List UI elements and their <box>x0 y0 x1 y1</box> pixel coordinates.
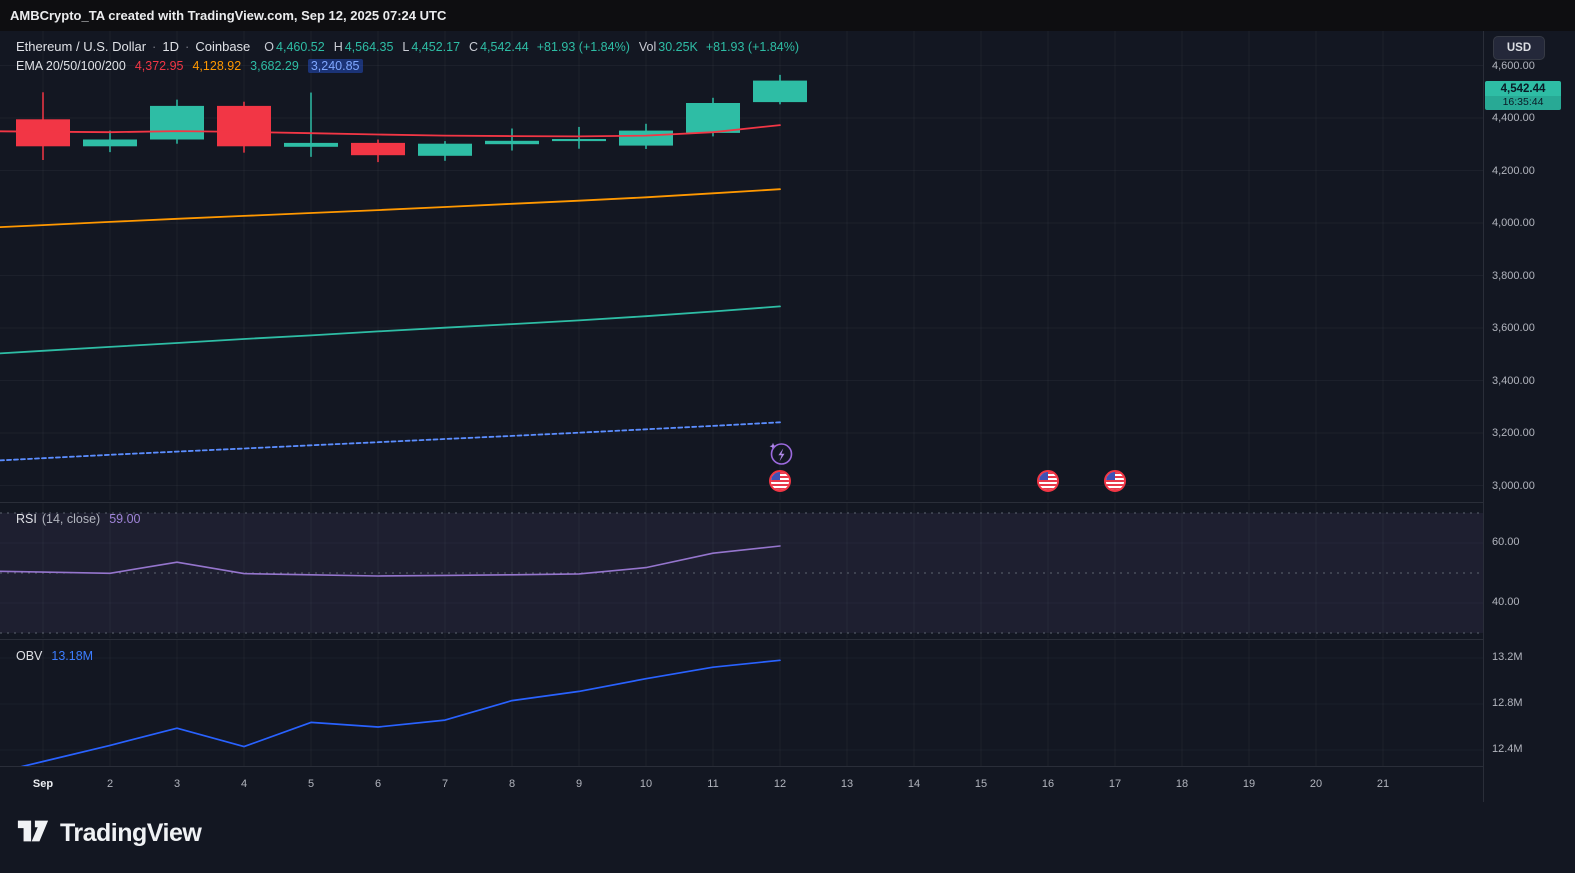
ema-row: EMA 20/50/100/200 4,372.95 4,128.92 3,68… <box>16 56 799 75</box>
time-axis-label: 5 <box>307 778 315 790</box>
time-axis-label: 7 <box>441 778 449 790</box>
us-flag-canton <box>771 472 780 480</box>
symbol-title[interactable]: Ethereum / U.S. Dollar <box>16 39 147 54</box>
separator-dot: · <box>185 39 190 54</box>
obv-pane[interactable]: OBV 13.18M <box>0 639 1483 766</box>
currency-toggle-button[interactable]: USD <box>1493 36 1545 60</box>
price-chart-canvas[interactable] <box>0 31 1483 500</box>
price-change: +81.93 (+1.84%) <box>536 39 630 54</box>
tradingview-logo-icon <box>16 816 50 851</box>
exchange-label[interactable]: Coinbase <box>195 39 251 54</box>
axis-label: 4,400.00 <box>1492 112 1535 124</box>
ema50-value: 4,128.92 <box>192 58 242 73</box>
time-axis-label: 20 <box>1309 778 1323 790</box>
time-axis-label: 11 <box>707 778 719 790</box>
axis-label: 3,400.00 <box>1492 374 1535 387</box>
axis-label: 13.2M <box>1492 651 1523 663</box>
separator-dot: · <box>152 39 157 54</box>
tradingview-logo-text: TradingView <box>60 819 202 847</box>
time-axis[interactable]: Sep 2 3 4 5 6 7 8 9 10 11 12 13 14 15 16 17 18 19 20 21 <box>0 766 1483 802</box>
axis-label: 3,000.00 <box>1492 479 1535 492</box>
us-economic-event-icon[interactable] <box>1037 470 1059 492</box>
time-axis-label: 10 <box>639 778 653 790</box>
time-axis-label: 12 <box>773 778 787 790</box>
time-axis-label: Sep <box>32 778 54 790</box>
rsi-pane[interactable]: RSI (14, close) 59.00 <box>0 502 1483 638</box>
volume-value: 30.25K <box>658 39 698 54</box>
axis-label: 12.8M <box>1492 697 1523 709</box>
price-legend: Ethereum / U.S. Dollar · 1D · Coinbase O… <box>16 37 799 75</box>
rsi-value: 59.00 <box>109 511 141 526</box>
time-axis-label: 14 <box>907 778 921 790</box>
us-flag-canton <box>1106 472 1115 480</box>
open-label: O <box>264 39 275 54</box>
ema20-value: 4,372.95 <box>134 58 184 73</box>
axis-label: 4,000.00 <box>1492 217 1535 229</box>
obv-chart-canvas[interactable] <box>0 640 1483 766</box>
us-economic-event-icon[interactable] <box>769 470 791 492</box>
time-axis-label: 18 <box>1175 778 1189 790</box>
time-axis-label: 4 <box>240 778 248 790</box>
time-axis-label: 9 <box>575 778 583 790</box>
axis-label: 3,600.00 <box>1492 322 1535 334</box>
attribution-text: AMBCrypto_TA created with TradingView.co… <box>10 8 447 23</box>
ema100-value: 3,682.29 <box>250 58 299 73</box>
axis-label: 4,200.00 <box>1492 164 1535 177</box>
time-axis-label: 3 <box>173 778 181 790</box>
obv-value: 13.18M <box>51 648 94 663</box>
low-value: 4,452.17 <box>411 39 461 54</box>
obv-title[interactable]: OBV <box>16 648 43 663</box>
high-label: H <box>333 39 343 54</box>
obv-legend: OBV 13.18M <box>16 646 93 665</box>
axis-label: 3,800.00 <box>1492 269 1535 282</box>
axis-label: 40.00 <box>1492 596 1520 608</box>
last-price-tag: 4,542.44 16:35:44 <box>1485 81 1561 110</box>
bar-countdown: 16:35:44 <box>1485 96 1561 110</box>
time-axis-label: 8 <box>508 778 516 790</box>
time-axis-label: 6 <box>374 778 382 790</box>
time-axis-label: 15 <box>974 778 988 790</box>
time-axis-label: 2 <box>106 778 114 790</box>
rsi-params: (14, close) <box>41 511 101 526</box>
ema-indicator-title[interactable]: EMA 20/50/100/200 <box>16 58 126 73</box>
price-axis[interactable]: USD 4,542.44 16:35:44 4,600.00 4,400.00 4,… <box>1483 31 1575 802</box>
close-value: 4,542.44 <box>480 39 529 54</box>
symbol-row: Ethereum / U.S. Dollar · 1D · Coinbase O… <box>16 37 799 56</box>
time-axis-label: 16 <box>1041 778 1055 790</box>
axis-label: 12.4M <box>1492 743 1523 755</box>
volume-change: +81.93 (+1.84%) <box>705 39 799 54</box>
volume-label: Vol <box>638 39 657 54</box>
price-pane[interactable]: Ethereum / U.S. Dollar · 1D · Coinbase O… <box>0 31 1483 500</box>
high-value: 4,564.35 <box>344 39 394 54</box>
us-economic-event-icon[interactable] <box>1104 470 1126 492</box>
interval-label[interactable]: 1D <box>162 39 180 54</box>
axis-label: 60.00 <box>1492 536 1520 548</box>
rsi-chart-canvas[interactable] <box>0 503 1483 638</box>
close-label: C <box>469 39 479 54</box>
attribution-bar: AMBCrypto_TA created with TradingView.co… <box>0 0 1575 31</box>
ema200-value: 3,240.85 <box>307 58 363 73</box>
time-axis-label: 19 <box>1242 778 1256 790</box>
us-flag-canton <box>1039 472 1048 480</box>
time-axis-label: 21 <box>1376 778 1390 790</box>
tradingview-branding[interactable]: TradingView <box>16 816 202 851</box>
axis-label: 4,600.00 <box>1492 59 1535 72</box>
flash-event-icon[interactable] <box>766 439 794 467</box>
rsi-title[interactable]: RSI <box>16 511 37 526</box>
time-axis-label: 17 <box>1108 778 1122 790</box>
axis-label: 3,200.00 <box>1492 427 1535 439</box>
rsi-legend: RSI (14, close) 59.00 <box>16 509 140 528</box>
open-value: 4,460.52 <box>276 39 325 54</box>
low-label: L <box>402 39 410 54</box>
time-axis-label: 13 <box>840 778 854 790</box>
last-price-value: 4,542.44 <box>1485 81 1561 96</box>
